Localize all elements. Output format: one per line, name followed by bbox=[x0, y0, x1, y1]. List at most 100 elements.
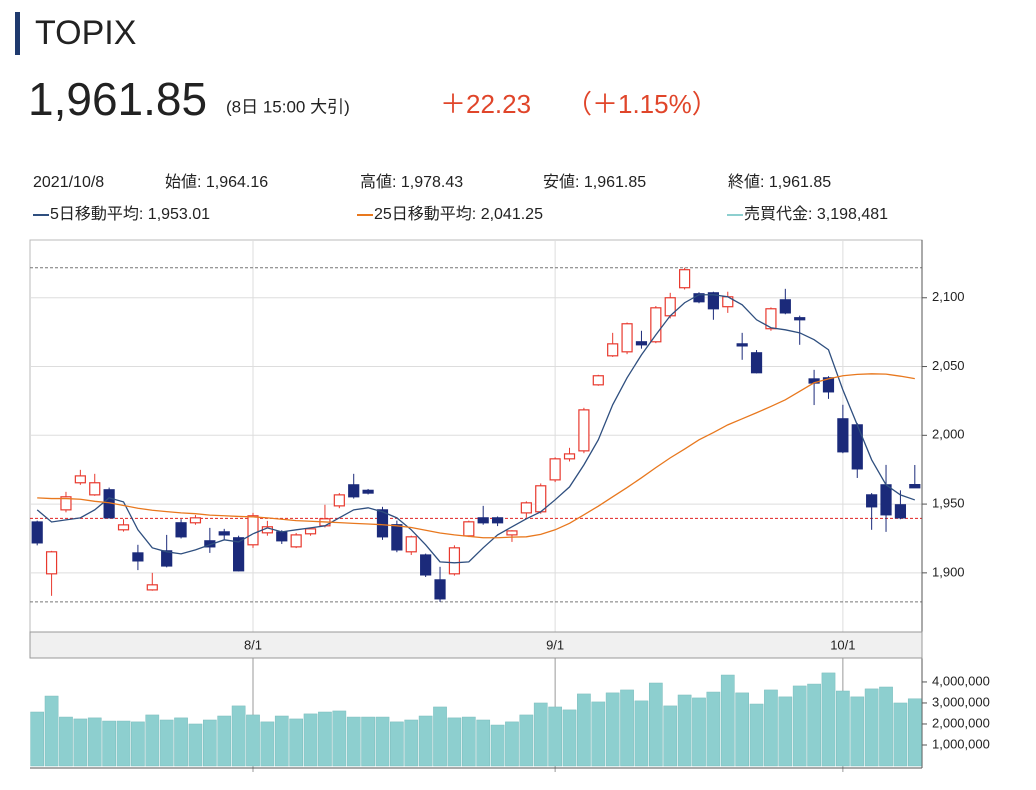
candle-body bbox=[520, 502, 532, 514]
volume-bar bbox=[303, 713, 318, 767]
candle-body bbox=[549, 458, 561, 481]
candle-body bbox=[621, 323, 633, 353]
y-tick-label: 2,100 bbox=[932, 289, 965, 304]
volume-bar bbox=[663, 705, 678, 767]
volume-bar bbox=[605, 692, 620, 767]
candle-body bbox=[491, 517, 504, 524]
candle-body bbox=[45, 551, 58, 575]
title-bar bbox=[15, 12, 20, 55]
volume-bar bbox=[620, 689, 634, 767]
y-tick-label: 2,000 bbox=[932, 427, 965, 442]
candle-body bbox=[765, 308, 777, 330]
volume-bar bbox=[289, 718, 304, 767]
volume-bar bbox=[188, 723, 203, 767]
volume-bar bbox=[433, 706, 447, 767]
price-change: ＋22.23 bbox=[440, 89, 531, 119]
candle-body bbox=[779, 299, 791, 314]
candle-body bbox=[391, 524, 403, 551]
candle-body bbox=[161, 550, 173, 567]
volume-bar bbox=[174, 717, 188, 767]
candle-body bbox=[348, 484, 360, 498]
volume-bar bbox=[764, 689, 778, 767]
candle-body bbox=[434, 579, 446, 600]
volume-bar bbox=[634, 700, 649, 767]
candle-body bbox=[362, 489, 374, 494]
candle-body bbox=[506, 530, 518, 536]
moving-average-line bbox=[36, 294, 916, 564]
candle-body bbox=[89, 482, 101, 496]
candle-body bbox=[117, 524, 130, 531]
volume-bar bbox=[332, 710, 347, 767]
candle-body bbox=[837, 418, 849, 453]
candle-body bbox=[189, 517, 202, 524]
candle-body bbox=[290, 534, 302, 548]
volume-bar bbox=[461, 716, 476, 767]
candle-body bbox=[218, 531, 230, 536]
candle-body bbox=[333, 494, 345, 507]
volume-bar bbox=[505, 721, 519, 767]
y-tick-label: 2,000,000 bbox=[932, 715, 990, 730]
x-tick-label: 10/1 bbox=[830, 637, 855, 652]
volume-bar bbox=[44, 695, 59, 767]
candle-body bbox=[866, 494, 878, 508]
volume-bar bbox=[202, 719, 217, 767]
price-time: (8日 15:00 大引) bbox=[226, 97, 350, 116]
info-open: 始値: 1,964.16 bbox=[165, 173, 268, 191]
candle-body bbox=[822, 377, 835, 393]
candle-body bbox=[635, 341, 648, 346]
candle-body bbox=[132, 552, 144, 562]
candle-body bbox=[204, 540, 216, 548]
candle-body bbox=[592, 375, 604, 386]
candle-body bbox=[679, 269, 691, 289]
price: 1,961.85 bbox=[28, 73, 207, 125]
volume-bar bbox=[562, 709, 577, 767]
candle-body bbox=[851, 424, 863, 470]
volume-bar bbox=[577, 693, 591, 767]
candle-body bbox=[750, 352, 763, 374]
legend-label: 25日移動平均: 2,041.25 bbox=[374, 205, 543, 223]
volume-bar bbox=[390, 721, 404, 767]
volume-bar bbox=[792, 685, 807, 767]
volume-bar bbox=[87, 717, 102, 767]
info-date: 2021/10/8 bbox=[33, 174, 104, 191]
candle-body bbox=[376, 509, 389, 538]
volume-bar bbox=[720, 674, 735, 767]
price-change-pct: （＋1.15%） bbox=[566, 89, 718, 119]
volume-bar bbox=[260, 721, 275, 767]
volume-bar bbox=[879, 686, 893, 767]
volume-bar bbox=[533, 702, 548, 767]
volume-bar bbox=[821, 672, 836, 767]
volume-bar bbox=[850, 696, 865, 767]
volume-bar bbox=[893, 702, 908, 767]
volume-bar bbox=[102, 720, 116, 767]
volume-bar bbox=[778, 696, 793, 767]
candle-body bbox=[448, 547, 461, 575]
volume-bar bbox=[907, 698, 922, 767]
candle-body bbox=[707, 292, 719, 310]
candle-body bbox=[650, 307, 662, 343]
volume-bar bbox=[59, 716, 73, 767]
title: TOPIX bbox=[35, 14, 136, 52]
volume-bar bbox=[706, 691, 721, 767]
y-tick-label: 1,950 bbox=[932, 496, 965, 511]
volume-bar bbox=[246, 714, 260, 767]
volume-bar bbox=[375, 716, 390, 767]
candle-body bbox=[175, 522, 187, 538]
volume-bar bbox=[361, 716, 375, 767]
candle-body bbox=[535, 485, 547, 513]
y-tick-label: 4,000,000 bbox=[932, 673, 990, 688]
volume-bar bbox=[145, 714, 160, 767]
candle-body bbox=[60, 496, 72, 511]
candle-body bbox=[233, 537, 245, 572]
candle-body bbox=[578, 409, 590, 452]
volume-bar bbox=[864, 688, 879, 767]
volume-bar bbox=[836, 690, 850, 767]
volume-bar bbox=[749, 703, 764, 767]
volume-bar bbox=[274, 715, 289, 767]
candle-body bbox=[405, 536, 417, 553]
info-low: 安値: 1,961.85 bbox=[543, 173, 646, 191]
info-close: 終値: 1,961.85 bbox=[728, 173, 831, 191]
x-tick-label: 9/1 bbox=[546, 637, 564, 652]
candle-body bbox=[736, 343, 748, 347]
volume-bar bbox=[692, 697, 706, 767]
